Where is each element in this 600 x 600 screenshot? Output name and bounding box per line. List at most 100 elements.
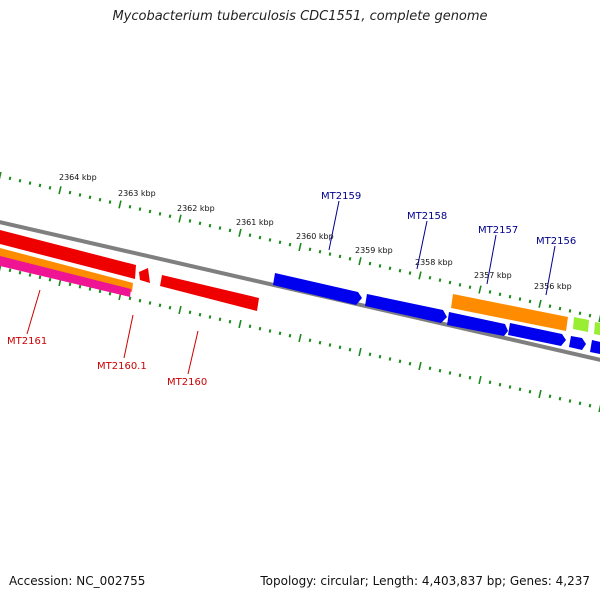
gene-label[interactable]: MT2160 <box>167 377 207 388</box>
minor-tick <box>278 240 282 245</box>
minor-tick <box>378 354 382 359</box>
gene-label[interactable]: MT2157 <box>478 225 518 236</box>
feature-blue[interactable] <box>365 294 447 323</box>
minor-tick <box>398 359 402 364</box>
feature-red[interactable] <box>139 268 150 283</box>
tick-label: 2362 kbp <box>177 204 215 213</box>
minor-tick <box>8 176 12 181</box>
tick-label: 2359 kbp <box>355 246 393 255</box>
tick-label: 2364 kbp <box>59 173 97 182</box>
minor-tick <box>158 212 162 216</box>
feature-magenta[interactable] <box>0 256 131 297</box>
feature-green[interactable] <box>594 322 600 336</box>
minor-tick <box>528 299 532 304</box>
minor-tick <box>558 396 562 401</box>
minor-tick <box>468 285 472 290</box>
minor-tick <box>218 317 222 322</box>
minor-tick <box>338 254 342 259</box>
minor-tick <box>508 294 512 299</box>
feature-blue[interactable] <box>273 273 362 305</box>
minor-tick <box>328 252 332 256</box>
major-tick <box>298 242 302 252</box>
minor-tick <box>558 306 562 311</box>
map-title: Mycobacterium tuberculosis CDC1551, comp… <box>112 9 488 24</box>
tick-label: 2363 kbp <box>118 189 156 198</box>
major-tick <box>538 389 542 399</box>
feature-orange[interactable] <box>0 248 133 292</box>
minor-tick <box>248 324 252 329</box>
minor-tick <box>568 309 572 313</box>
minor-tick <box>208 315 212 319</box>
feature-blue[interactable] <box>508 323 566 346</box>
feature-blue[interactable] <box>447 312 508 336</box>
major-tick <box>0 171 2 180</box>
minor-tick <box>48 277 52 282</box>
major-tick <box>358 347 362 357</box>
minor-tick <box>528 389 532 394</box>
minor-tick <box>438 278 442 282</box>
minor-tick <box>388 357 392 361</box>
minor-tick <box>328 343 332 347</box>
outer-dotted-track <box>0 171 600 323</box>
minor-tick <box>198 312 202 317</box>
minor-tick <box>338 345 342 350</box>
label-leaders <box>26 200 556 375</box>
major-tick <box>178 305 182 315</box>
gene-label[interactable]: MT2160.1 <box>97 361 147 372</box>
feature-red[interactable] <box>160 275 259 311</box>
minor-tick <box>368 352 372 357</box>
minor-tick <box>248 233 252 237</box>
minor-tick <box>88 195 92 200</box>
minor-tick <box>258 235 262 240</box>
minor-tick <box>348 347 352 352</box>
minor-tick <box>288 333 292 338</box>
minor-tick <box>98 197 102 202</box>
tick-label: 2361 kbp <box>236 218 274 227</box>
tick-label: 2357 kbp <box>474 271 512 280</box>
minor-tick <box>78 193 82 197</box>
minor-tick <box>468 375 472 380</box>
leader-line <box>486 234 497 285</box>
minor-tick <box>28 273 32 277</box>
minor-tick <box>198 221 202 226</box>
minor-tick <box>128 296 132 301</box>
leader-line <box>123 314 134 359</box>
minor-tick <box>188 310 192 315</box>
feature-blue[interactable] <box>590 340 600 355</box>
minor-tick <box>98 289 102 294</box>
minor-tick <box>258 326 262 331</box>
major-tick <box>478 285 482 294</box>
major-tick <box>238 228 242 237</box>
gene-label[interactable]: MT2156 <box>536 236 576 247</box>
feature-green[interactable] <box>573 317 589 332</box>
leader-line <box>545 245 556 296</box>
minor-tick <box>268 238 272 242</box>
major-tick <box>598 314 600 323</box>
minor-tick <box>518 297 522 301</box>
minor-tick <box>378 264 382 268</box>
major-tick <box>118 200 122 209</box>
major-tick <box>418 361 422 371</box>
gene-label[interactable]: MT2161 <box>7 336 47 347</box>
minor-tick <box>38 275 42 280</box>
feature-red[interactable] <box>0 230 136 279</box>
minor-tick <box>588 403 592 408</box>
minor-tick <box>268 329 272 333</box>
minor-tick <box>228 319 232 324</box>
minor-tick <box>498 292 502 297</box>
minor-tick <box>458 283 462 287</box>
minor-tick <box>458 373 462 378</box>
major-tick <box>58 186 62 195</box>
gene-label[interactable]: MT2159 <box>321 191 361 202</box>
leader-line <box>26 289 41 335</box>
gene-label[interactable]: MT2158 <box>407 211 447 222</box>
minor-tick <box>448 280 452 285</box>
feature-blue[interactable] <box>569 336 586 350</box>
minor-tick <box>398 268 402 273</box>
minor-tick <box>308 247 312 252</box>
leader-line <box>328 200 340 251</box>
feature-orange[interactable] <box>451 294 568 331</box>
tick-label: 2360 kbp <box>296 232 334 241</box>
major-tick <box>178 214 182 223</box>
